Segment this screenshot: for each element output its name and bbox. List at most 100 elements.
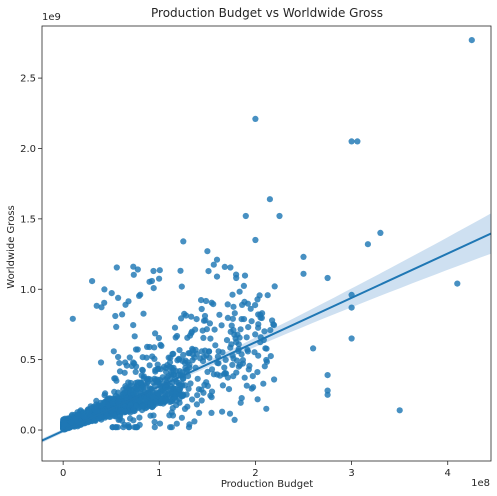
scatter-point [116,360,123,367]
scatter-point [230,373,237,380]
scatter-point [238,395,245,402]
scatter-point [117,413,124,420]
scatter-point [178,283,185,290]
scatter-point [233,357,241,364]
scatter-point [134,266,141,273]
scatter-point [156,420,164,427]
scatter-point [377,229,384,236]
scatter-point [156,267,163,274]
y-axis-offset-label: 1e9 [42,12,61,23]
scatter-point [154,390,162,397]
scatter-point [254,369,261,376]
scatter-point [354,138,361,145]
scatter-point [101,299,108,306]
scatter-point [114,398,122,405]
scatter-point [173,332,181,340]
scatter-point [149,353,156,360]
scatter-point [136,414,143,421]
scatter-point [198,297,205,304]
scatter-point [348,335,355,342]
scatter-point [254,296,261,303]
y-tick-label: 0.5 [20,355,36,366]
scatter-point [214,371,221,378]
scatter-point [150,285,157,292]
scatter-point [229,291,236,298]
scatter-point [454,280,461,287]
scatter-point [219,408,226,415]
scatter-point [198,397,205,404]
scatter-point [155,334,162,342]
scatter-point [127,379,134,387]
scatter-point [173,402,180,409]
scatter-point [151,344,158,351]
scatter-point [219,382,226,389]
y-tick-label: 2.0 [20,144,36,155]
scatter-point [210,301,217,308]
scatter-point [179,357,186,364]
scatter-point [122,359,129,366]
scatter-point [183,391,190,398]
scatter-point [137,291,144,298]
y-axis-label: Worldwide Gross [6,205,17,288]
scatter-point [128,362,135,370]
scatter-point [89,278,96,285]
scatter-point [236,334,243,341]
axes: 0 1 2 3 4 0.0 0.5 1.0 1.5 2.0 2.5 [20,25,492,479]
scatter-point [168,424,175,431]
scatter-point [182,312,190,319]
scatter-point [162,390,169,397]
scatter-point [246,362,253,369]
scatter-point [203,352,210,359]
scatter-point [201,347,209,354]
scatter-point [139,402,146,409]
scatter-point [147,400,154,407]
scatter-point [300,270,307,277]
scatter-point [215,360,222,367]
scatter-point [227,328,234,335]
scatter-point [221,371,228,378]
scatter-point [202,317,209,324]
scatter-point [101,286,108,293]
scatter-point [196,409,203,416]
scatter-point [207,335,214,342]
scatter-point [276,212,283,220]
scatter-point [252,115,259,122]
scatter-point [112,312,119,320]
scatter-point [185,350,192,357]
scatter-point [240,282,247,289]
scatter-point [324,391,331,398]
scatter-point [241,374,248,381]
scatter-point [224,314,231,321]
scatter-point [244,348,251,355]
scatter-point [255,321,262,328]
scatter-point [178,414,185,421]
y-tick-label: 1.0 [20,285,36,296]
scatter-point [198,305,205,313]
scatter-point [113,424,120,431]
scatter-point [110,348,117,355]
scatter-point [193,316,200,323]
scatter-point [204,368,211,375]
scatter-point [396,407,403,414]
scatter-point [121,421,128,428]
scatter-point [180,351,187,359]
scatter-point [115,353,122,361]
scatter-point [97,359,105,366]
scatter-point [201,381,208,388]
scatter-point [252,331,259,338]
scatter-point [197,355,204,362]
scatter-point [187,380,194,387]
scatter-point [216,311,223,318]
scatter-point [139,367,146,374]
scatter-point [178,315,185,322]
scatter-point [151,418,158,426]
scatter-point [233,274,240,282]
scatter-point [113,323,120,330]
scatter-point [267,327,274,334]
scatter-point [324,372,331,379]
scatter-point [210,261,217,268]
scatter-point [223,337,231,344]
scatter-point [243,334,250,341]
scatter-point [231,310,238,317]
